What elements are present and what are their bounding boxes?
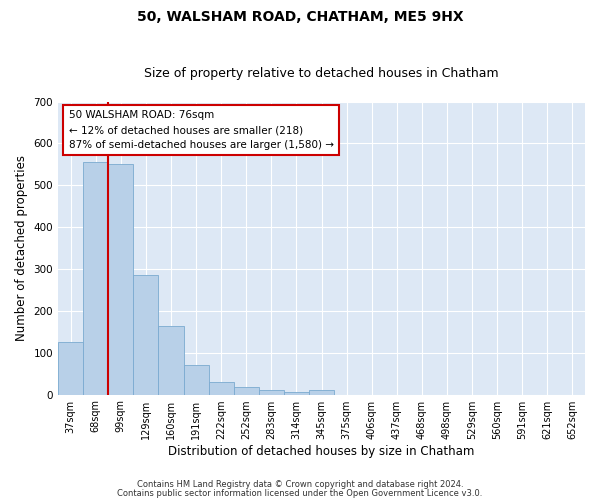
Bar bbox=[309, 390, 334, 394]
Bar bbox=[108, 164, 133, 394]
Bar bbox=[83, 162, 108, 394]
Bar bbox=[158, 326, 184, 394]
X-axis label: Distribution of detached houses by size in Chatham: Distribution of detached houses by size … bbox=[169, 444, 475, 458]
Title: Size of property relative to detached houses in Chatham: Size of property relative to detached ho… bbox=[144, 66, 499, 80]
Text: Contains public sector information licensed under the Open Government Licence v3: Contains public sector information licen… bbox=[118, 488, 482, 498]
Y-axis label: Number of detached properties: Number of detached properties bbox=[15, 155, 28, 341]
Text: 50 WALSHAM ROAD: 76sqm
← 12% of detached houses are smaller (218)
87% of semi-de: 50 WALSHAM ROAD: 76sqm ← 12% of detached… bbox=[68, 110, 334, 150]
Bar bbox=[133, 276, 158, 394]
Bar bbox=[284, 392, 309, 394]
Bar bbox=[58, 342, 83, 394]
Bar bbox=[259, 390, 284, 394]
Bar bbox=[233, 388, 259, 394]
Text: 50, WALSHAM ROAD, CHATHAM, ME5 9HX: 50, WALSHAM ROAD, CHATHAM, ME5 9HX bbox=[137, 10, 463, 24]
Text: Contains HM Land Registry data © Crown copyright and database right 2024.: Contains HM Land Registry data © Crown c… bbox=[137, 480, 463, 489]
Bar bbox=[184, 366, 209, 394]
Bar bbox=[209, 382, 233, 394]
